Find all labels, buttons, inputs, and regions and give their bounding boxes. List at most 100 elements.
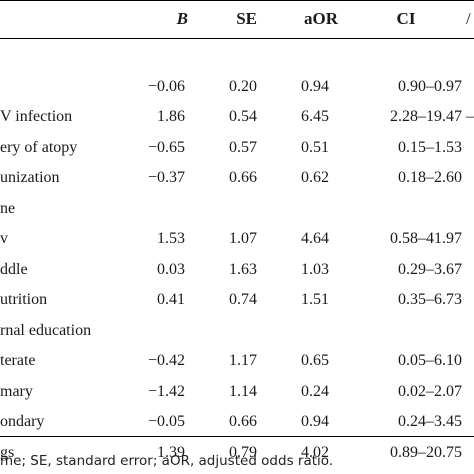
cell-aor: 1.03: [301, 260, 329, 278]
cell-se: 0.79: [229, 443, 257, 461]
table-top-rule: [0, 0, 474, 1]
row-label: utrition: [0, 291, 48, 308]
cell-b: 0.03: [157, 260, 185, 278]
cell-ci: 0.90–0.97: [398, 77, 462, 95]
row-label: terate: [0, 352, 36, 369]
table-row: gs 1.39 0.79 4.02 0.89–20.75: [0, 438, 474, 468]
cell-b: −0.06: [147, 77, 185, 95]
cell-se: 0.57: [229, 138, 257, 156]
cell-b: 0.41: [157, 291, 185, 308]
table-row: ery of atopy −0.65 0.57 0.51 0.15–1.53: [0, 133, 474, 163]
cell-se: 1.63: [229, 260, 257, 278]
cell-b: 1.39: [157, 443, 185, 461]
header-b: B: [176, 9, 188, 28]
cell-se: 0.20: [229, 77, 257, 95]
table-row: rnal education: [0, 316, 474, 346]
cell-aor: 6.45: [301, 108, 329, 125]
cell-ci: 0.18–2.60: [398, 169, 462, 186]
row-label: mary: [0, 382, 33, 400]
cell-aor: 0.94: [301, 77, 329, 95]
table-row: [0, 41, 474, 71]
cell-ci: 0.15–1.53: [398, 138, 462, 156]
table-row: utrition 0.41 0.74 1.51 0.35–6.73: [0, 285, 474, 315]
cell-ci: [340, 316, 462, 346]
cell-b: −0.65: [147, 138, 185, 156]
table-header-rule: [0, 38, 474, 39]
cell-b: 1.86: [157, 108, 185, 125]
row-label: [0, 41, 120, 71]
cell-se: [200, 194, 257, 224]
cell-se: 1.17: [229, 352, 257, 369]
header-aor: aOR: [304, 9, 338, 28]
cell-aor: [272, 316, 329, 346]
cell-extra: [466, 285, 474, 315]
cell-aor: 4.64: [301, 230, 329, 247]
cell-b: [118, 194, 185, 224]
cell-ci: 0.05–6.10: [398, 352, 462, 369]
cell-extra: [466, 41, 474, 71]
table-row: v 1.53 1.07 4.64 0.58–41.97: [0, 224, 474, 254]
cell-se: [200, 316, 257, 346]
table-bottom-rule: [0, 436, 474, 437]
row-label: V infection: [0, 108, 73, 125]
cell-se: 1.14: [229, 382, 257, 400]
cell-ci: 0.24–3.45: [398, 413, 462, 430]
cell-ci: 0.02–2.07: [398, 382, 462, 400]
table-row: mary −1.42 1.14 0.24 0.02–2.07: [0, 377, 474, 407]
table-row: V infection 1.86 0.54 6.45 2.28–19.47–: [0, 102, 474, 132]
cell-b: −0.05: [147, 413, 185, 430]
cell-ci: 0.29–3.67: [398, 260, 462, 278]
cell-ci: [340, 41, 462, 71]
cell-extra: [466, 133, 474, 163]
cell-aor: 0.51: [301, 138, 329, 156]
cell-se: 0.66: [229, 169, 257, 186]
row-label: [0, 72, 120, 102]
cell-aor: 4.02: [301, 443, 329, 461]
cell-extra: –: [466, 108, 474, 125]
cell-aor: 0.24: [301, 382, 329, 400]
cell-aor: [272, 41, 329, 71]
row-label: ddle: [0, 260, 28, 278]
row-label: ondary: [0, 413, 45, 430]
cell-b: [118, 316, 185, 346]
header-se: SE: [236, 9, 257, 28]
cell-extra: [466, 377, 474, 407]
cell-se: 1.07: [229, 230, 257, 247]
cell-extra: [466, 194, 474, 224]
cell-extra: [466, 255, 474, 285]
header-extra: /: [466, 9, 471, 28]
cell-ci: [340, 194, 462, 224]
row-label: rnal education: [0, 321, 92, 339]
cell-aor: 1.51: [301, 291, 329, 308]
cell-aor: 0.62: [301, 169, 329, 186]
table-row: ddle 0.03 1.63 1.03 0.29–3.67: [0, 255, 474, 285]
cell-b: 1.53: [157, 230, 185, 247]
cell-b: −0.42: [147, 352, 185, 369]
cell-se: 0.66: [229, 413, 257, 430]
cell-b: [118, 41, 185, 71]
cell-ci: 0.35–6.73: [398, 291, 462, 308]
cell-ci: 2.28–19.47: [390, 108, 462, 125]
row-label: unization: [0, 169, 60, 186]
cell-extra: [466, 224, 474, 254]
table-row: unization −0.37 0.66 0.62 0.18–2.60: [0, 163, 474, 193]
cell-extra: [466, 346, 474, 376]
table-row: ne: [0, 194, 474, 224]
table-footnote: me; SE, standard error; aOR, adjusted od…: [0, 453, 334, 469]
cell-se: 0.74: [229, 291, 257, 308]
cell-ci: 0.89–20.75: [390, 443, 462, 461]
cell-ci: 0.58–41.97: [390, 230, 462, 247]
cell-b: −0.37: [147, 169, 185, 186]
cell-b: −1.42: [147, 382, 185, 400]
cell-extra: [466, 163, 474, 193]
table-row: terate −0.42 1.17 0.65 0.05–6.10: [0, 346, 474, 376]
cell-aor: [272, 194, 329, 224]
cell-extra: [466, 72, 474, 102]
table-row: ondary −0.05 0.66 0.94 0.24–3.45: [0, 407, 474, 437]
row-label: ne: [0, 199, 16, 217]
row-label: ery of atopy: [0, 138, 78, 156]
row-label: v: [0, 230, 8, 247]
row-label: gs: [0, 443, 15, 461]
cell-aor: 0.94: [301, 413, 329, 430]
cell-extra: [466, 316, 474, 346]
